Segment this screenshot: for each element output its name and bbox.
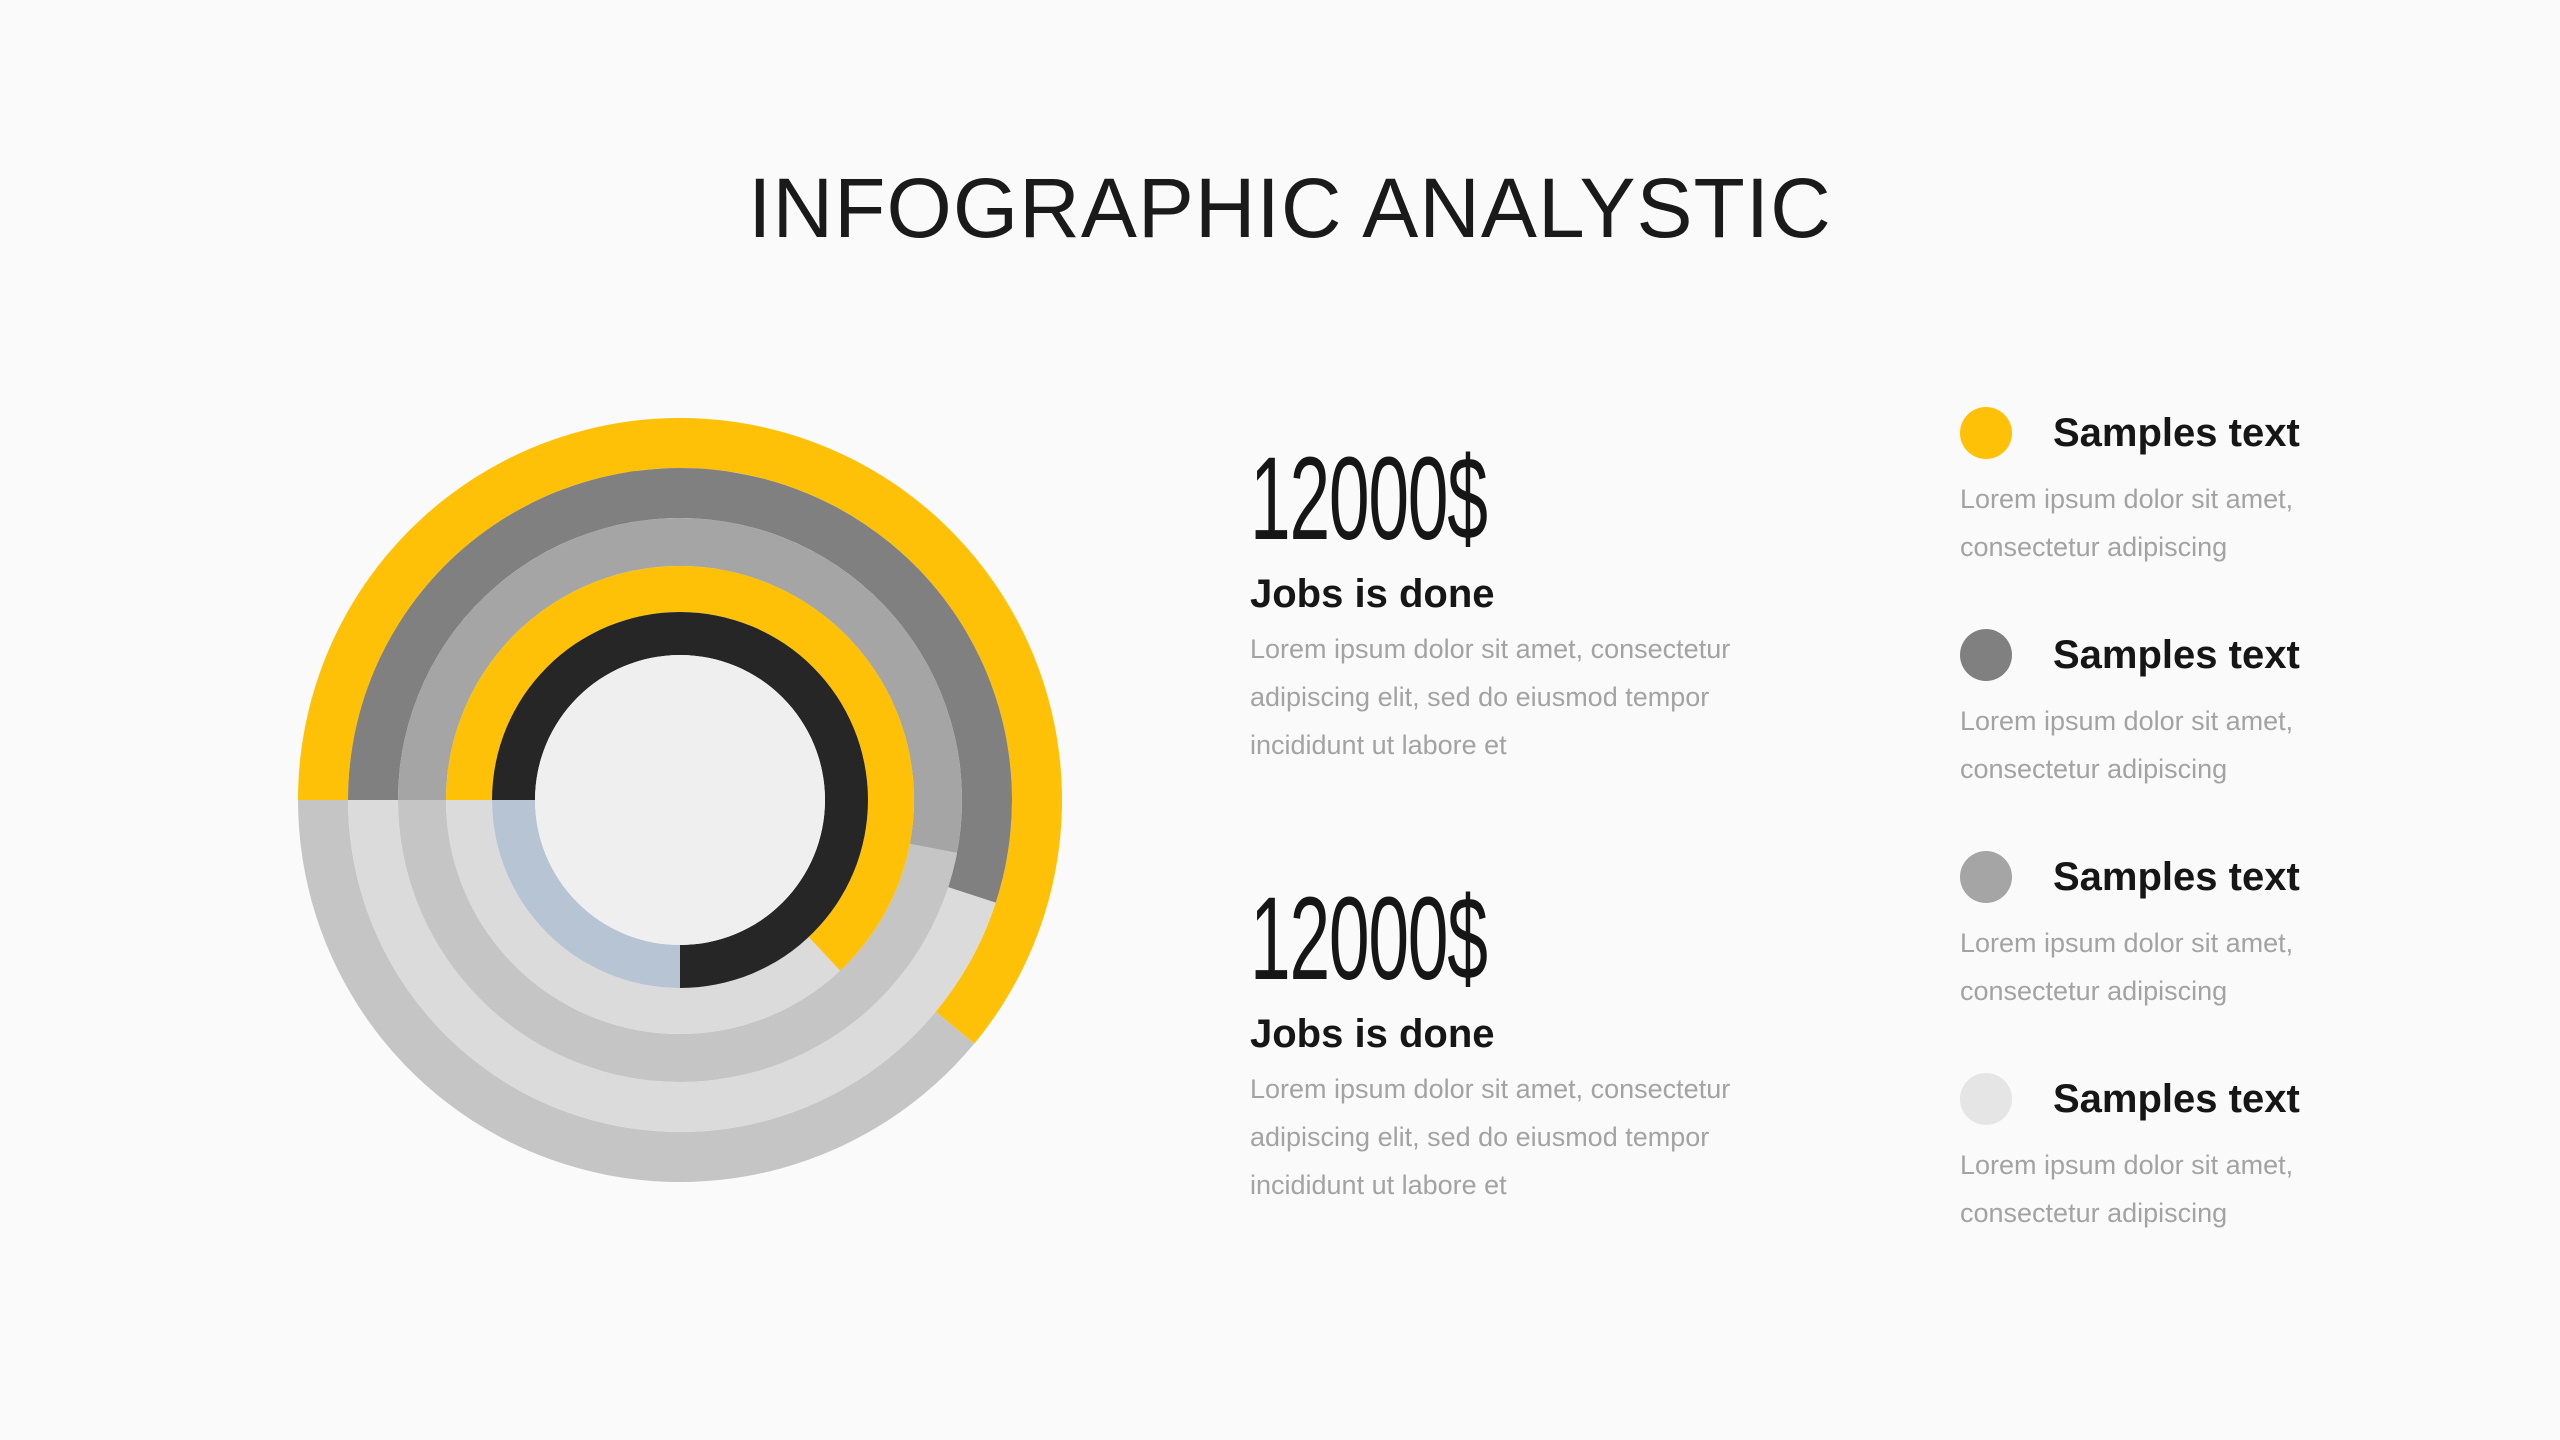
legend-description: Lorem ipsum dolor sit amet, consectetur a…: [1960, 919, 2293, 1015]
radial-bar-chart: [298, 417, 1062, 1182]
legend-description: Lorem ipsum dolor sit amet, consectetur a…: [1960, 1141, 2293, 1237]
stat-label: Jobs is done: [1250, 1012, 1495, 1056]
ring-track-5: [492, 800, 680, 988]
stat-block: 12000$ Jobs is done Lorem ipsum dolor si…: [1250, 880, 1850, 1209]
ring-track-3: [398, 800, 958, 1082]
stat-amount: 12000$: [1250, 433, 1488, 565]
desc-line: Lorem ipsum dolor sit amet, consectetur: [1250, 1074, 1731, 1104]
ring-track-1: [298, 800, 975, 1182]
legend-title: Samples text: [2053, 1077, 2300, 1121]
legend-dot-icon: [1960, 407, 2012, 459]
ring-track-2: [348, 800, 996, 1133]
desc-line: consectetur adipiscing: [1960, 754, 2228, 784]
legend-description: Lorem ipsum dolor sit amet, consectetur a…: [1960, 697, 2293, 793]
desc-line: adipiscing elit, sed do eiusmod tempor: [1250, 682, 1710, 712]
chart-center: [535, 655, 825, 945]
legend-dot-icon: [1960, 851, 2012, 903]
stat-description: Lorem ipsum dolor sit amet, consectetur …: [1250, 625, 1850, 769]
ring-bar-3: [398, 517, 963, 853]
stat-block: 12000$ Jobs is done Lorem ipsum dolor si…: [1250, 440, 1850, 769]
ring-bar-4: [446, 566, 914, 971]
ring-track-4: [446, 800, 841, 1035]
desc-line: Lorem ipsum dolor sit amet,: [1960, 706, 2294, 736]
desc-line: consectetur adipiscing: [1960, 1198, 2228, 1228]
desc-line: Lorem ipsum dolor sit amet,: [1960, 484, 2294, 514]
stat-label: Jobs is done: [1250, 572, 1495, 616]
desc-line: consectetur adipiscing: [1960, 976, 2228, 1006]
legend-dot-icon: [1960, 1073, 2012, 1125]
stat-amount: 12000$: [1250, 873, 1488, 1005]
desc-line: Lorem ipsum dolor sit amet,: [1960, 928, 2294, 958]
legend-title: Samples text: [2053, 633, 2300, 677]
desc-line: Lorem ipsum dolor sit amet,: [1960, 1150, 2294, 1180]
desc-line: Lorem ipsum dolor sit amet, consectetur: [1250, 634, 1731, 664]
legend-description: Lorem ipsum dolor sit amet, consectetur a…: [1960, 475, 2293, 571]
page-title: INFOGRAPHIC ANALYSTIC: [748, 161, 1832, 255]
legend-dot-icon: [1960, 629, 2012, 681]
ring-bar-1: [298, 417, 1062, 1044]
desc-line: incididunt ut labore et: [1250, 1170, 1507, 1200]
stat-description: Lorem ipsum dolor sit amet, consectetur …: [1250, 1065, 1850, 1209]
desc-line: incididunt ut labore et: [1250, 730, 1507, 760]
desc-line: consectetur adipiscing: [1960, 532, 2228, 562]
desc-line: adipiscing elit, sed do eiusmod tempor: [1250, 1122, 1710, 1152]
legend-title: Samples text: [2053, 855, 2300, 899]
legend-title: Samples text: [2053, 411, 2300, 455]
